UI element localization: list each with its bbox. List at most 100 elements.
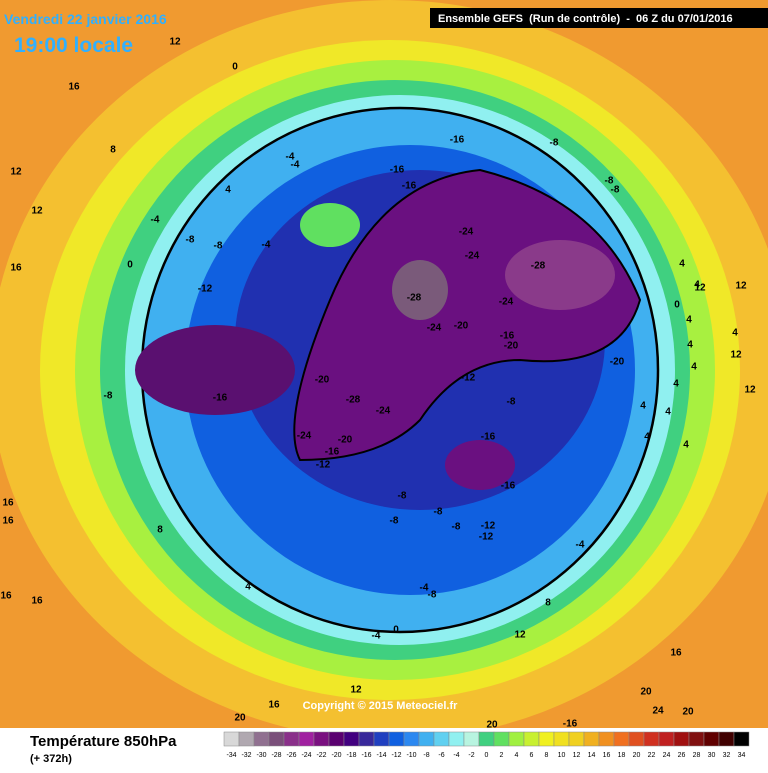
scale-label: 10 <box>558 752 566 759</box>
scale-swatch <box>463 731 480 747</box>
contour-label: -24 <box>465 251 480 262</box>
contour-label: -28 <box>346 395 361 406</box>
forecast-date: Vendredi 22 janvier 2016 <box>4 11 167 27</box>
contour-label: -8 <box>611 185 620 196</box>
contour-label: -24 <box>499 297 514 308</box>
scale-swatch <box>493 731 510 747</box>
contour-label: 4 <box>673 379 679 390</box>
contour-label: 16 <box>2 498 14 509</box>
contour-label: -20 <box>610 357 625 368</box>
contour-label: -4 <box>151 215 160 226</box>
contour-label: 4 <box>245 582 251 593</box>
scale-label: 18 <box>618 752 626 759</box>
contour-label: 4 <box>691 362 697 373</box>
contour-label: -20 <box>338 435 353 446</box>
scale-swatch <box>478 731 495 747</box>
contour-label: 16 <box>670 648 682 659</box>
scale-swatch <box>328 731 345 747</box>
scale-swatch <box>418 731 435 747</box>
scale-swatch <box>658 731 675 747</box>
contour-label: -20 <box>454 321 469 332</box>
scale-swatch <box>553 731 570 747</box>
contour-label: -20 <box>315 375 330 386</box>
scale-swatch <box>538 731 555 747</box>
contour-label: -16 <box>500 331 515 342</box>
scale-label: -22 <box>316 752 326 759</box>
contour-label: 12 <box>514 630 526 641</box>
contour-label: 4 <box>732 328 738 339</box>
contour-label: 4 <box>687 340 693 351</box>
contour-label: -4 <box>372 631 381 642</box>
scale-swatch <box>733 731 750 747</box>
contour-label: -8 <box>550 138 559 149</box>
scale-label: -34 <box>226 752 236 759</box>
scale-swatch <box>568 731 585 747</box>
contour-label: 20 <box>640 687 652 698</box>
scale-label: -2 <box>468 752 474 759</box>
scale-label: -16 <box>361 752 371 759</box>
scale-swatch <box>508 731 525 747</box>
scale-swatch <box>388 731 405 747</box>
scale-swatch <box>403 731 420 747</box>
contour-label: 24 <box>652 706 664 717</box>
contour-label: 20 <box>234 713 246 724</box>
scale-label: -4 <box>453 752 459 759</box>
scale-label: 32 <box>723 752 731 759</box>
scale-swatch <box>298 731 315 747</box>
color-scale: -34 -32 -30 -28 -26 -24 -22 -20 -18 -16 -14 -12 -10-… <box>223 731 750 759</box>
scale-swatch <box>643 731 660 747</box>
contour-label: -16 <box>481 432 496 443</box>
scale-swatch <box>613 731 630 747</box>
contour-label: 0 <box>232 62 238 73</box>
contour-label: 8 <box>157 525 163 536</box>
scale-label: -24 <box>301 752 311 759</box>
contour-label: -16 <box>325 447 340 458</box>
scale-swatch <box>313 731 330 747</box>
contour-label: 12 <box>31 206 43 217</box>
contour-label: 0 <box>127 260 133 271</box>
contour-label: -4 <box>291 160 300 171</box>
contour-label: -28 <box>531 261 546 272</box>
contour-label: -24 <box>297 431 312 442</box>
copyright: Copyright © 2015 Meteociel.fr <box>303 700 459 712</box>
scale-label: -32 <box>241 752 251 759</box>
scale-label: 14 <box>588 752 596 759</box>
contour-label: -16 <box>563 719 578 730</box>
contour-label: 12 <box>10 167 22 178</box>
scale-label: 30 <box>708 752 716 759</box>
scale-swatch <box>523 731 540 747</box>
contour-label: -8 <box>390 516 399 527</box>
run-info: Ensemble GEFS (Run de contrôle) - 06 Z d… <box>438 13 733 25</box>
legend-title: Température 850hPa <box>30 733 177 750</box>
contour-label: -8 <box>507 397 516 408</box>
forecast-time: 19:00 locale <box>14 34 133 57</box>
contour-label: 12 <box>169 37 181 48</box>
scale-swatch <box>688 731 705 747</box>
contour-label: 4 <box>686 315 692 326</box>
scale-label: 2 <box>500 752 504 759</box>
contour-label: 12 <box>730 350 742 361</box>
scale-label: 28 <box>693 752 701 759</box>
contour-label: 8 <box>110 145 116 156</box>
contour-label: 0 <box>674 300 680 311</box>
contour-label: -4 <box>286 152 295 163</box>
contour-label: 0 <box>393 625 399 636</box>
contour-label: -8 <box>428 590 437 601</box>
scale-label: 24 <box>663 752 671 759</box>
contour-label: 16 <box>2 516 14 527</box>
scale-label: -30 <box>256 752 266 759</box>
scale-swatch <box>673 731 690 747</box>
contour-label: -12 <box>198 284 213 295</box>
scale-label: 16 <box>603 752 611 759</box>
contour-label: -12 <box>461 373 476 384</box>
contour-label: 16 <box>268 700 280 711</box>
scale-swatch <box>223 731 240 747</box>
contour-label: 16 <box>31 596 43 607</box>
contour-label: 12 <box>694 283 706 294</box>
scale-swatch <box>253 731 270 747</box>
contour-label: 4 <box>640 401 646 412</box>
contour-label: 20 <box>486 720 498 731</box>
contour-label: -12 <box>316 460 331 471</box>
